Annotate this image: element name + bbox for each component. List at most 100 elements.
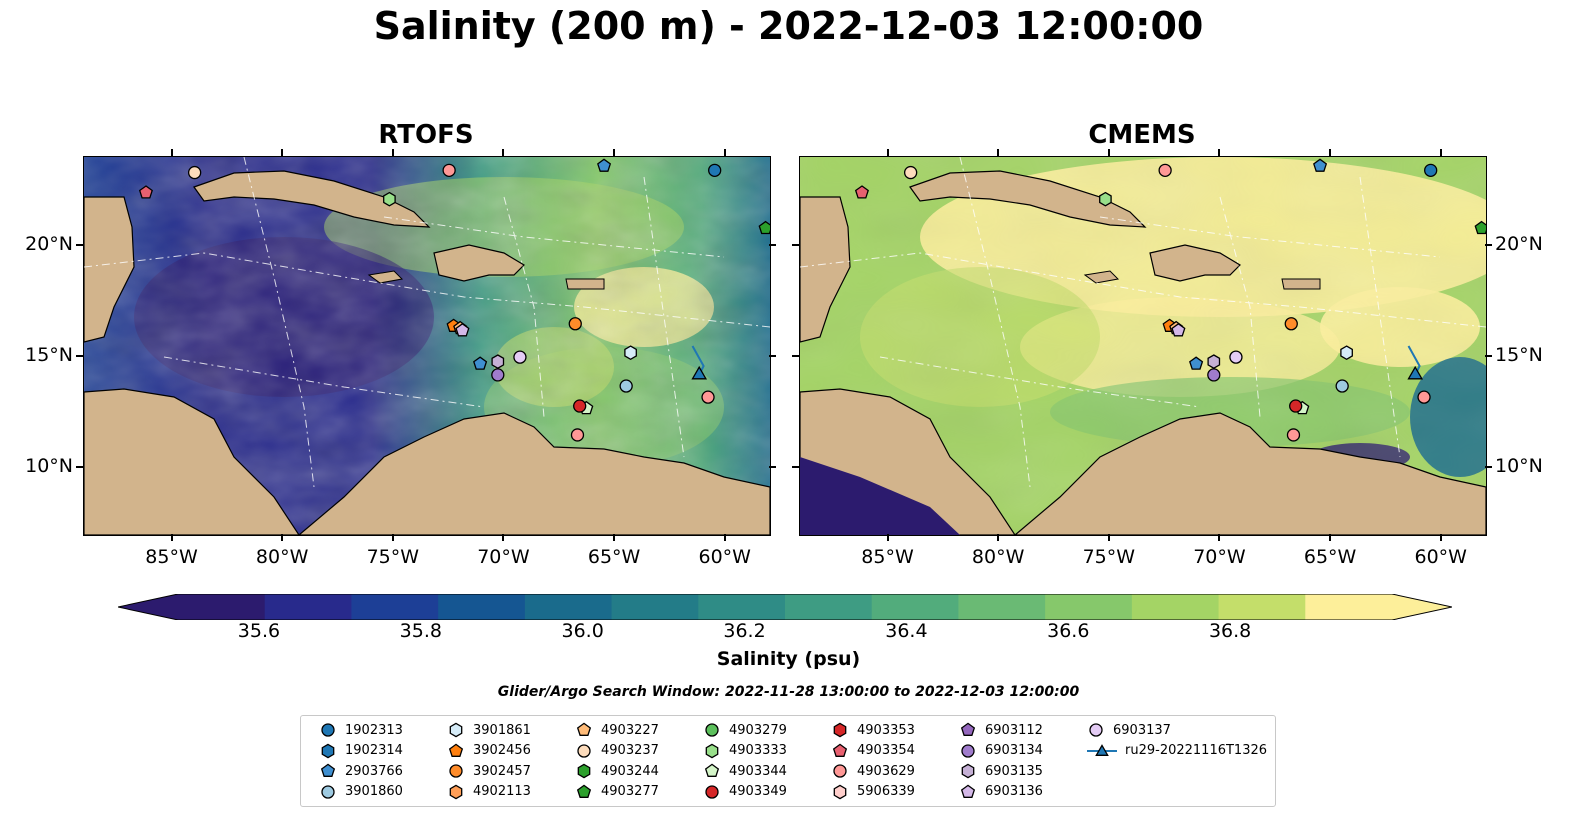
float-marker xyxy=(455,322,470,337)
float-marker xyxy=(854,185,869,199)
float-marker xyxy=(597,158,612,172)
legend-label: 3902456 xyxy=(473,743,531,758)
legend-label: 6903134 xyxy=(985,743,1043,758)
legend-item: 3901861 xyxy=(447,720,531,740)
colorbar-segment xyxy=(178,594,266,620)
legend-item: ru29-20221116T1326 xyxy=(1087,741,1267,761)
legend-item: 4903344 xyxy=(703,761,787,781)
legend-marker-icon xyxy=(960,722,976,736)
lat-tick-mark-left xyxy=(76,355,83,358)
lon-tick-mark xyxy=(997,534,1000,541)
colorbar-label: Salinity (psu) xyxy=(716,648,861,670)
lon-tick-mark-top xyxy=(1218,149,1221,156)
legend-label: 4903277 xyxy=(601,784,659,799)
float-marker xyxy=(619,379,633,393)
colorbar-tick-label: 35.8 xyxy=(399,620,442,642)
lat-tick-label-right: 20°N xyxy=(1495,232,1543,255)
lon-tick-mark xyxy=(170,534,173,541)
colorbar-tick-label: 36.8 xyxy=(1208,620,1252,642)
legend-marker-icon xyxy=(705,723,719,737)
legend-item: 1902314 xyxy=(319,741,403,761)
panel-title-rtofs: RTOFS xyxy=(378,120,474,150)
float-marker xyxy=(1340,345,1353,361)
float-marker xyxy=(1313,158,1328,172)
lon-tick-label: 60°W xyxy=(1414,546,1467,568)
colorbar-segment xyxy=(264,594,352,620)
lon-tick-label: 75°W xyxy=(1082,546,1136,568)
legend-label: 2903766 xyxy=(345,763,403,779)
lat-tick-mark-right xyxy=(1485,243,1492,246)
lon-tick-mark xyxy=(723,534,726,541)
lon-tick-mark-top xyxy=(613,149,616,156)
lon-tick-label: 70°W xyxy=(1193,546,1246,568)
legend-item: 4903277 xyxy=(575,782,659,802)
float-marker xyxy=(442,163,456,177)
legend-label: 4902113 xyxy=(473,784,531,799)
colorbar-segment xyxy=(1305,594,1393,620)
lon-tick-mark xyxy=(1329,534,1332,541)
legend-marker-icon xyxy=(833,764,847,778)
lon-tick-mark xyxy=(281,534,284,541)
colorbar-tick-label: 36.0 xyxy=(561,620,604,642)
colorbar-tick-label: 36.6 xyxy=(1047,620,1090,642)
float-marker xyxy=(624,345,637,361)
panel-title-cmems: CMEMS xyxy=(1088,120,1196,150)
legend: 1902313 1902314 2903766 3901860 3901861 39024… xyxy=(300,715,1276,807)
float-marker xyxy=(491,368,505,382)
legend-item: 6903112 xyxy=(959,720,1043,740)
search-window-text: Glider/Argo Search Window: 2022-11-28 13… xyxy=(497,684,1080,700)
legend-label: 4903344 xyxy=(729,763,787,779)
float-marker xyxy=(1335,379,1349,393)
float-marker xyxy=(513,350,527,364)
legend-item: 4903279 xyxy=(703,720,787,740)
float-marker xyxy=(1207,368,1221,382)
float-marker xyxy=(708,163,722,177)
legend-item: 6903135 xyxy=(959,761,1043,781)
rtofs-floats xyxy=(138,158,770,442)
float-marker xyxy=(383,191,396,207)
colorbar-segment xyxy=(785,594,873,620)
legend-marker-icon xyxy=(449,722,463,738)
legend-item: 6903134 xyxy=(959,741,1043,761)
legend-marker-icon xyxy=(833,722,847,738)
legend-item: 4903237 xyxy=(575,741,659,761)
lon-tick-label: 70°W xyxy=(477,546,530,568)
legend-marker-icon xyxy=(705,743,719,758)
legend-marker-icon xyxy=(1089,723,1103,737)
lat-tick-mark-left xyxy=(792,243,799,246)
legend-marker-icon xyxy=(321,784,335,799)
legend-label: 5906339 xyxy=(857,784,915,799)
lon-tick-label: 75°W xyxy=(366,546,420,568)
legend-marker-icon xyxy=(961,743,975,758)
legend-label: 4903354 xyxy=(857,743,915,758)
float-marker xyxy=(903,165,918,180)
lon-tick-label: 80°W xyxy=(971,546,1025,568)
float-marker xyxy=(1284,317,1298,331)
legend-item: 4903629 xyxy=(831,761,915,781)
float-marker xyxy=(1229,350,1243,364)
legend-item: 4902113 xyxy=(447,782,531,802)
rtofs-glider-track xyxy=(691,345,708,380)
lat-tick-mark-right xyxy=(1485,466,1492,469)
map-cmems-svg xyxy=(800,157,1486,535)
lon-tick-mark xyxy=(502,534,505,541)
float-marker xyxy=(138,185,153,199)
lon-tick-mark-top xyxy=(391,149,394,156)
legend-label: 6903136 xyxy=(985,784,1043,799)
lon-tick-mark-top xyxy=(997,149,1000,156)
lon-tick-mark xyxy=(391,534,394,541)
legend-label: 4903353 xyxy=(857,722,915,738)
legend-label: 1902314 xyxy=(345,743,403,758)
legend-marker-icon xyxy=(961,763,975,779)
legend-item: 3901860 xyxy=(319,782,403,802)
legend-label: 4903279 xyxy=(729,722,787,738)
colorbar-extend-min xyxy=(118,594,178,620)
legend-marker-icon xyxy=(321,723,335,737)
colorbar-segment xyxy=(698,594,786,620)
glider-position-marker xyxy=(1407,365,1424,380)
legend-label: 4903629 xyxy=(857,763,915,779)
lat-tick-label-left: 20°N xyxy=(25,232,73,255)
lon-tick-label: 60°W xyxy=(698,546,751,568)
colorbar-tick-label: 36.4 xyxy=(885,620,928,642)
legend-item: 4903333 xyxy=(703,741,787,761)
